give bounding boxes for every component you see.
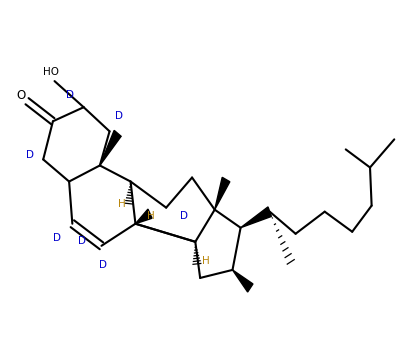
Text: D: D [66,90,74,100]
Polygon shape [214,177,229,210]
Text: D: D [115,111,123,121]
Text: D: D [78,236,86,246]
Text: H: H [201,256,209,266]
Polygon shape [100,130,121,166]
Polygon shape [232,270,252,292]
Text: H: H [117,198,125,209]
Polygon shape [135,209,152,224]
Text: D: D [99,260,107,270]
Text: D: D [53,233,61,243]
Text: D: D [180,211,187,221]
Text: H: H [147,211,155,221]
Polygon shape [240,207,271,228]
Text: D: D [26,150,34,160]
Text: O: O [16,89,26,102]
Text: HO: HO [43,67,59,77]
